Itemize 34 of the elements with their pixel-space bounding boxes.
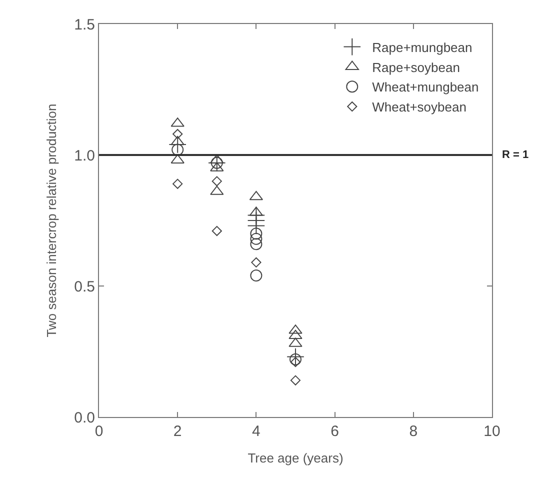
x-axis-title: Tree age (years) xyxy=(248,450,344,466)
ref-line-label: R = 1 xyxy=(502,149,529,161)
point xyxy=(247,216,266,235)
y-tick-label: 0.0 xyxy=(74,409,95,426)
point xyxy=(250,228,262,240)
x-tick-label: 2 xyxy=(173,423,182,440)
legend-label: Wheat+soybean xyxy=(372,100,466,115)
point xyxy=(290,375,301,386)
point xyxy=(172,128,183,140)
x-tick-label: 6 xyxy=(330,423,339,440)
point xyxy=(250,270,262,282)
point xyxy=(212,176,222,186)
point xyxy=(251,257,262,268)
y-tick-label: 0.5 xyxy=(74,278,95,296)
legend-label: Wheat+mungbean xyxy=(372,80,479,95)
point xyxy=(250,238,262,250)
point xyxy=(212,226,222,236)
legend-label: Rape+mungbean xyxy=(372,40,472,55)
y-tick-label: 1.0 xyxy=(74,147,95,164)
point xyxy=(170,136,184,146)
y-axis-title: Two season intercrop relative production xyxy=(44,104,60,338)
point xyxy=(250,232,262,245)
x-tick-label: 4 xyxy=(252,423,260,440)
point xyxy=(290,356,301,368)
point xyxy=(286,348,304,366)
y-tick-label: 1.5 xyxy=(74,16,95,34)
x-tick-label: 8 xyxy=(409,423,418,440)
point xyxy=(172,178,183,189)
point xyxy=(290,353,302,366)
legend-label: Rape+soybean xyxy=(372,60,460,75)
point xyxy=(288,330,302,340)
x-tick-label: 10 xyxy=(484,423,500,440)
x-tick-label: 0 xyxy=(94,423,104,440)
point xyxy=(210,156,223,169)
